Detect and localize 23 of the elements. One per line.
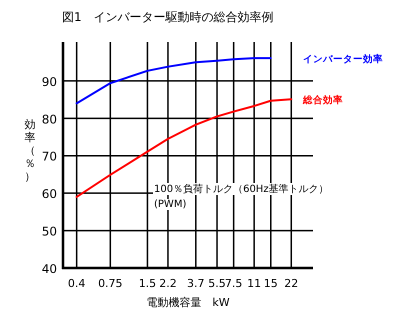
y-tick-label: 80 [42, 112, 57, 126]
text: インバーター効率 [303, 53, 383, 66]
x-tick-label: 2.2 [159, 277, 177, 290]
x-tick-label: 0.75 [98, 277, 123, 290]
series-label: 総合効率 [302, 94, 343, 106]
x-tick-label: 3.7 [187, 277, 205, 290]
y-tick-label: 50 [42, 224, 57, 239]
x-tick-label: 11 [247, 277, 262, 290]
x-tick-label: 1.5 [138, 277, 156, 290]
x-tick-label: 5.5 [208, 277, 226, 290]
y-tick-label: 90 [42, 74, 57, 89]
y-axis-title: 効率（％） [24, 118, 36, 183]
x-tick-label: 15 [264, 277, 278, 290]
x-tick-label: 0.4 [68, 277, 86, 290]
y-tick-label: 70 [42, 150, 57, 164]
y-tick-label: 60 [42, 187, 57, 202]
chart-title: 図1 インバーター駆動時の総合効率例 [62, 10, 274, 24]
x-tick-label: 7.5 [224, 277, 242, 290]
y-tick-label: 40 [42, 262, 57, 276]
annotation: 100％負荷トルク（60Hz基準トルク） [154, 183, 329, 195]
x-tick-label: 22 [284, 277, 298, 290]
annotation: (PWM) [154, 199, 186, 210]
x-axis-title: 電動機容量 kW [146, 296, 230, 309]
